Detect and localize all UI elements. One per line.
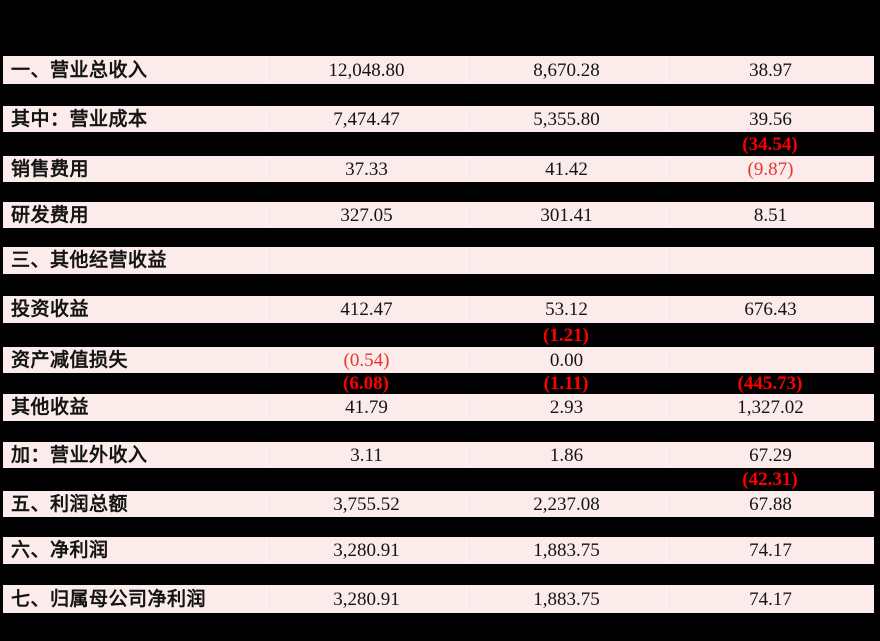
value-cell-col2	[466, 132, 666, 156]
row-separator	[0, 274, 880, 296]
value-cell-col1: 3,280.91	[266, 537, 466, 564]
table-row: 投资收益 412.47 53.12 676.43	[3, 296, 874, 323]
row-label	[3, 468, 266, 491]
value-cell-col1: 3,755.52	[266, 491, 466, 517]
table-row: 其他收益 41.79 2.93 1,327.02	[3, 394, 874, 421]
row-separator	[0, 613, 880, 641]
value-cell-col1: 12,048.80	[266, 56, 466, 84]
value-cell-col3	[666, 247, 874, 274]
table-row: 七、归属母公司净利润 3,280.91 1,883.75 74.17	[3, 585, 874, 613]
row-label: 资产减值损失	[11, 349, 129, 371]
row-label: 研发费用	[11, 204, 90, 226]
value-cell-col3: 676.43	[666, 296, 874, 323]
table-row: (42.31)	[3, 468, 874, 491]
value-cell-col2: 2,237.08	[466, 491, 666, 517]
value-cell-col1: 7,474.47	[266, 106, 466, 132]
value-cell-col3	[666, 347, 874, 373]
value-cell-col3: 1,327.02	[666, 394, 874, 421]
value-cell-col3: (34.54)	[742, 133, 798, 155]
value-cell-col2	[466, 468, 666, 491]
value-cell-col1	[266, 132, 466, 156]
table-row: (6.08) (1.11) (445.73)	[3, 373, 874, 394]
row-label	[3, 132, 266, 156]
value-cell-col1: (6.08)	[343, 373, 389, 394]
table-row: 销售费用 37.33 41.42 (9.87)	[3, 156, 874, 182]
row-separator	[0, 564, 880, 585]
value-cell-col2: (1.21)	[543, 324, 589, 346]
value-cell-col2: 8,670.28	[466, 56, 666, 84]
value-cell-col2: 0.00	[466, 347, 666, 373]
value-cell-col3	[666, 323, 874, 347]
table-row: 其中：营业成本 7,474.47 5,355.80 39.56	[3, 106, 874, 132]
row-label	[3, 373, 266, 394]
row-label: 其中：营业成本	[11, 108, 148, 130]
row-separator	[0, 0, 880, 56]
row-label: 加：营业外收入	[11, 444, 148, 466]
row-label: 七、归属母公司净利润	[11, 588, 207, 610]
table-row: (34.54)	[3, 132, 874, 156]
value-cell-col2: (1.11)	[543, 373, 589, 394]
value-cell-col3: (42.31)	[742, 469, 798, 490]
value-cell-col2: 41.42	[466, 156, 666, 182]
value-cell-col1: 327.05	[266, 202, 466, 228]
row-label	[3, 323, 266, 347]
table-row: 六、净利润 3,280.91 1,883.75 74.17	[3, 537, 874, 564]
value-cell-col3: (9.87)	[666, 156, 874, 182]
value-cell-col1	[266, 247, 466, 274]
value-cell-col1: 412.47	[266, 296, 466, 323]
row-label: 其他收益	[11, 397, 90, 418]
row-separator	[0, 228, 880, 247]
table-row: 三、其他经营收益	[3, 247, 874, 274]
value-cell-col1	[266, 323, 466, 347]
table-row: 一、营业总收入 12,048.80 8,670.28 38.97	[3, 56, 874, 84]
table-row: 资产减值损失 (0.54) 0.00	[3, 347, 874, 373]
value-cell-col3: 74.17	[666, 585, 874, 613]
value-cell-col2: 1,883.75	[466, 537, 666, 564]
value-cell-col2: 1.86	[466, 442, 666, 468]
value-cell-col1: 3.11	[266, 442, 466, 468]
value-cell-col3: 67.88	[666, 491, 874, 517]
value-cell-col1: 37.33	[266, 156, 466, 182]
value-cell-col3: (445.73)	[737, 373, 803, 394]
value-cell-col3: 38.97	[666, 56, 874, 84]
row-label: 三、其他经营收益	[11, 250, 168, 271]
row-separator	[0, 182, 880, 202]
row-label: 五、利润总额	[11, 493, 129, 515]
value-cell-col3: 74.17	[666, 537, 874, 564]
row-separator	[0, 84, 880, 106]
table-row: 研发费用 327.05 301.41 8.51	[3, 202, 874, 228]
value-cell-col2: 301.41	[466, 202, 666, 228]
value-cell-col1: 41.79	[266, 394, 466, 421]
row-label: 一、营业总收入	[11, 59, 148, 81]
value-cell-col3: 39.56	[666, 106, 874, 132]
row-separator	[0, 421, 880, 442]
value-cell-col3: 67.29	[666, 442, 874, 468]
row-separator	[0, 517, 880, 537]
value-cell-col2: 5,355.80	[466, 106, 666, 132]
value-cell-col2: 1,883.75	[466, 585, 666, 613]
value-cell-col2: 53.12	[466, 296, 666, 323]
value-cell-col1: (0.54)	[266, 347, 466, 373]
table-row: 加：营业外收入 3.11 1.86 67.29	[3, 442, 874, 468]
table-row: (1.21)	[3, 323, 874, 347]
value-cell-col1: 3,280.91	[266, 585, 466, 613]
table-row: 五、利润总额 3,755.52 2,237.08 67.88	[3, 491, 874, 517]
value-cell-col1	[266, 468, 466, 491]
value-cell-col3: 8.51	[666, 202, 874, 228]
row-label: 销售费用	[11, 158, 90, 180]
row-label: 六、净利润	[11, 540, 109, 561]
row-label: 投资收益	[11, 299, 90, 320]
value-cell-col2	[466, 247, 666, 274]
value-cell-col2: 2.93	[466, 394, 666, 421]
